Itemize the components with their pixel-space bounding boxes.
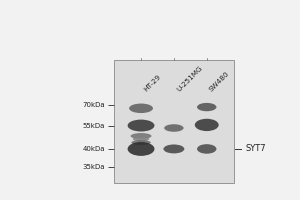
Ellipse shape (195, 119, 219, 131)
Ellipse shape (197, 144, 216, 154)
Text: 35kDa: 35kDa (83, 164, 105, 170)
Text: SYT7: SYT7 (246, 144, 266, 153)
Text: 40kDa: 40kDa (83, 146, 105, 152)
Ellipse shape (133, 137, 149, 141)
Text: 55kDa: 55kDa (83, 123, 105, 129)
Ellipse shape (130, 133, 152, 139)
Text: HT-29: HT-29 (142, 74, 162, 93)
Ellipse shape (128, 120, 154, 131)
Ellipse shape (164, 124, 184, 132)
Ellipse shape (128, 142, 154, 156)
Ellipse shape (197, 103, 216, 111)
Text: SW480: SW480 (208, 70, 231, 93)
Ellipse shape (129, 104, 153, 113)
Ellipse shape (131, 140, 151, 145)
Text: U-251MG: U-251MG (176, 65, 203, 93)
Text: 70kDa: 70kDa (82, 102, 105, 108)
Bar (114, 60, 234, 183)
Ellipse shape (164, 144, 184, 153)
